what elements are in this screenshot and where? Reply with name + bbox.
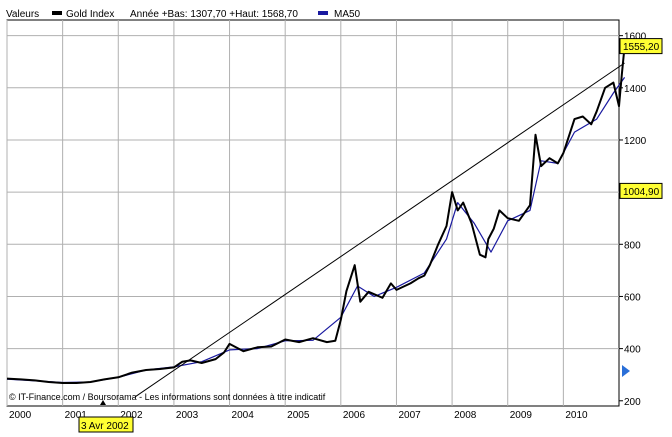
last-price-box bbox=[619, 38, 663, 55]
x-tick-label: 2009 bbox=[510, 410, 533, 421]
last-price-value: 1555,20 bbox=[623, 42, 660, 53]
series-layer bbox=[6, 46, 626, 398]
legend-ma-label: MA50 bbox=[334, 9, 361, 20]
mid-price-value: 1004,90 bbox=[623, 187, 660, 198]
y-tick-label: 400 bbox=[624, 345, 641, 356]
mid-price-box bbox=[619, 182, 663, 199]
legend-stats: Année +Bas: 1307,70 +Haut: 1568,70 bbox=[130, 9, 298, 20]
x-tick-label: 2008 bbox=[454, 410, 477, 421]
legend-gold-swatch bbox=[52, 11, 62, 15]
cursor-pointer-icon bbox=[100, 400, 106, 405]
y-tick-label: 200 bbox=[624, 397, 641, 408]
y-tick-label: 800 bbox=[624, 240, 641, 251]
last-price-tag: 1555,20 bbox=[619, 38, 663, 55]
legend-ma-swatch bbox=[318, 11, 328, 15]
x-axis: 2000 2001 2002 2003 2004 2005 2006 2007 2008 2009… bbox=[9, 410, 588, 421]
trendline bbox=[134, 62, 625, 398]
gold-index-line bbox=[6, 46, 626, 384]
x-tick-label: 2007 bbox=[398, 410, 421, 421]
x-tick-label: 2005 bbox=[287, 410, 310, 421]
y-tick-label: 600 bbox=[624, 292, 641, 303]
footer-copyright: © IT-Finance.com / Boursorama - Les info… bbox=[9, 392, 326, 402]
right-scroll-marker-icon[interactable] bbox=[622, 365, 630, 377]
cursor-date-box bbox=[78, 416, 134, 433]
x-tick-label: 2000 bbox=[9, 410, 32, 421]
legend: Valeurs Gold Index Année +Bas: 1307,70 +… bbox=[6, 9, 361, 20]
y-tick-label: 1400 bbox=[624, 84, 647, 95]
y-tick-label: 1600 bbox=[624, 32, 647, 43]
x-tick-label: 2003 bbox=[176, 410, 199, 421]
x-tick-label: 2006 bbox=[343, 410, 366, 421]
cursor-date: 3 Avr 2002 bbox=[78, 400, 134, 433]
y-tick-label: 1200 bbox=[624, 136, 647, 147]
cursor-date-label: 3 Avr 2002 bbox=[81, 421, 129, 432]
x-tick-label: 2001 bbox=[65, 410, 88, 421]
x-tick-label: 2002 bbox=[120, 410, 143, 421]
grid-lines bbox=[6, 20, 619, 406]
x-tick-label: 2004 bbox=[232, 410, 255, 421]
legend-gold-label: Gold Index bbox=[66, 9, 114, 20]
x-tick-label: 2010 bbox=[565, 410, 588, 421]
mid-price-tag: 1004,90 bbox=[619, 182, 663, 199]
legend-prefix: Valeurs bbox=[6, 9, 39, 20]
